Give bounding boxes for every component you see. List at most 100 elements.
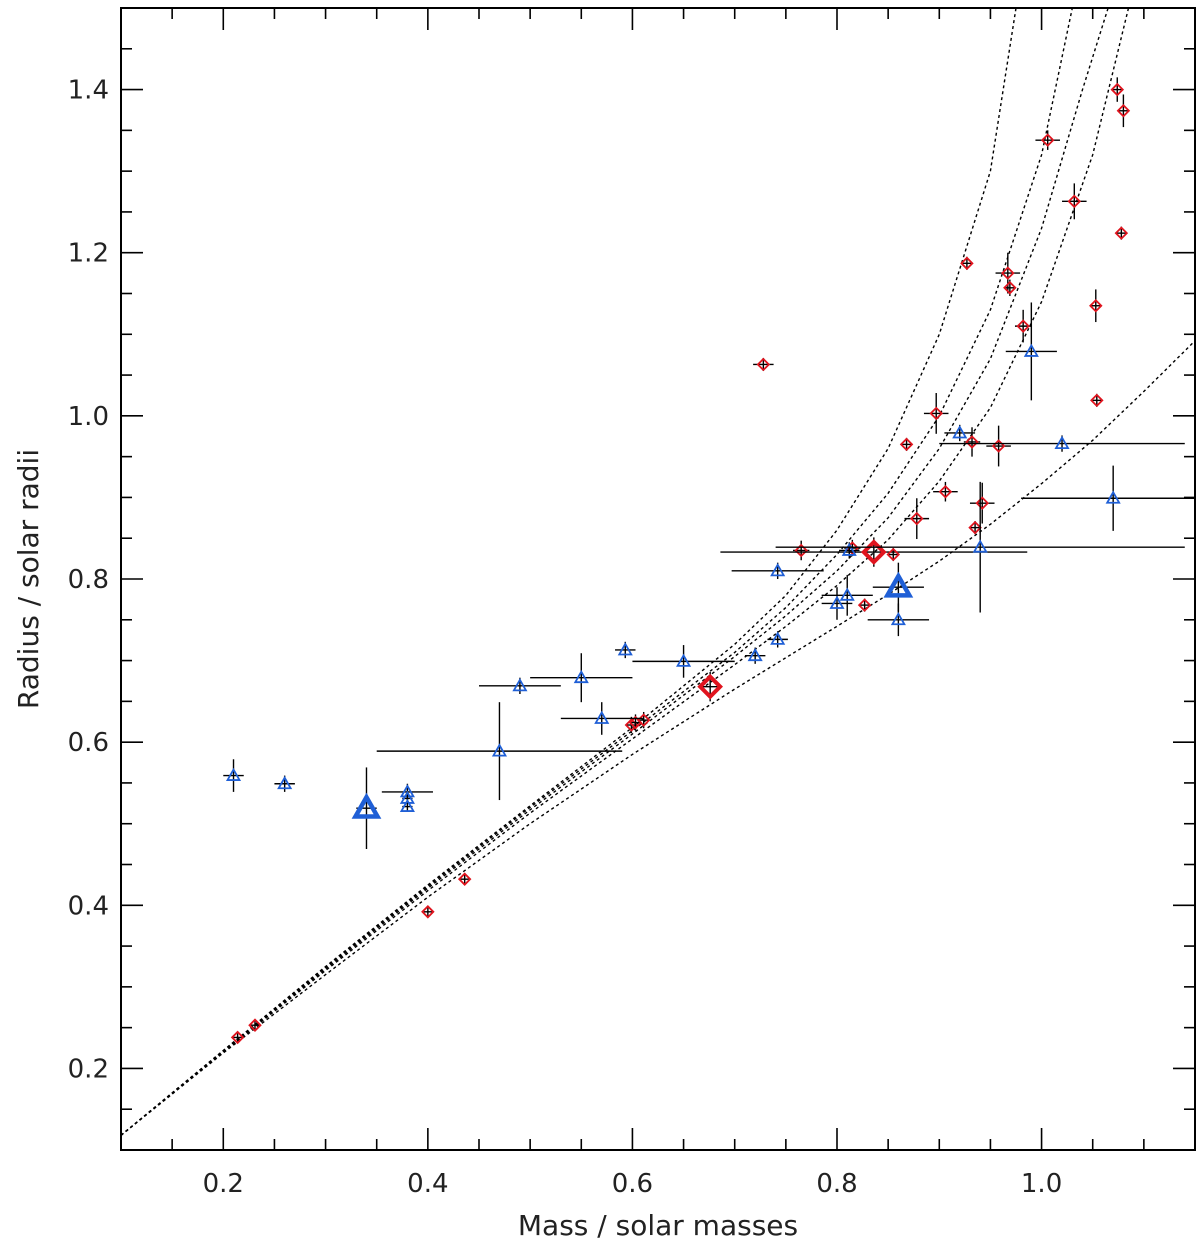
triangle-point — [767, 631, 788, 648]
diamond-point — [995, 252, 1021, 294]
diamond-point — [1062, 183, 1087, 220]
diamond-point — [793, 540, 810, 561]
diamond-point — [1035, 130, 1060, 150]
diamond-marker — [857, 598, 872, 612]
x-tick-label: 0.8 — [816, 1169, 857, 1199]
triangle-marker — [890, 611, 906, 626]
diamond-point — [933, 481, 958, 502]
triangle-point — [399, 798, 415, 812]
x-axis-label: Mass / solar masses — [518, 1209, 798, 1242]
diamond-point — [248, 1018, 262, 1032]
diamond-marker — [899, 437, 914, 452]
x-tick-label: 0.4 — [407, 1169, 448, 1199]
triangle-point — [615, 641, 636, 659]
triangle-marker — [676, 653, 692, 667]
triangle-marker — [512, 678, 528, 692]
diamond-marker — [860, 539, 887, 565]
diamond-point — [628, 714, 643, 731]
triangle-marker — [952, 425, 968, 439]
triangle-point — [939, 435, 1185, 452]
diamond-point — [960, 256, 974, 271]
triangle-point — [744, 647, 766, 664]
diamond-marker — [1001, 266, 1015, 280]
triangle-point — [867, 603, 930, 637]
triangle-point — [731, 562, 824, 579]
diamond-point — [923, 393, 949, 434]
triangle-marker — [839, 587, 855, 601]
triangle-marker — [594, 710, 610, 724]
diamond-point — [421, 905, 435, 919]
diamond-marker — [975, 496, 990, 510]
triangle-point — [1021, 465, 1195, 531]
diamond-marker — [1090, 393, 1104, 408]
model-curve-1 — [121, 8, 1017, 1136]
diamond-marker — [929, 406, 943, 421]
triangle-marker — [277, 775, 293, 790]
diamond-marker — [421, 905, 435, 919]
diamond-point — [899, 437, 914, 452]
y-axis-label: Radius / solar radii — [12, 449, 45, 709]
triangle-point — [351, 767, 382, 850]
x-tick-label: 0.2 — [203, 1169, 244, 1199]
diamond-marker — [1089, 298, 1103, 313]
diamond-point — [697, 671, 723, 702]
triangle-point — [944, 424, 976, 442]
triangle-point — [274, 775, 295, 792]
diamond-marker — [1067, 194, 1082, 209]
data-points — [223, 77, 1195, 1045]
triangle-marker — [829, 595, 845, 609]
diamond-marker — [697, 673, 723, 700]
triangle-marker — [883, 571, 914, 598]
diamond-marker — [1003, 281, 1017, 295]
model-curves — [121, 8, 1195, 1136]
diamond-marker — [968, 520, 982, 535]
model-curve-5 — [121, 340, 1195, 1136]
triangle-point — [560, 702, 643, 735]
diamond-marker — [628, 715, 643, 730]
diamond-point — [886, 547, 901, 562]
diamond-marker — [965, 435, 979, 449]
y-tick-label: 0.6 — [68, 728, 109, 758]
y-tick-label: 0.4 — [68, 891, 109, 921]
triangle-marker — [972, 539, 988, 553]
diamond-marker — [886, 547, 901, 562]
diamond-marker — [1116, 104, 1131, 118]
triangle-marker — [617, 642, 633, 656]
y-tick-label: 1.4 — [68, 76, 109, 106]
triangle-point — [479, 677, 561, 695]
diamond-point — [1089, 289, 1103, 323]
diamond-marker — [230, 1030, 245, 1045]
diamond-point — [753, 357, 774, 372]
diamond-point — [457, 872, 472, 886]
diamond-marker — [457, 872, 472, 886]
y-tick-label: 0.8 — [68, 565, 109, 595]
triangle-marker — [770, 563, 786, 577]
diamond-marker — [1114, 226, 1129, 240]
triangle-point — [632, 645, 735, 678]
diamond-point — [1114, 226, 1129, 240]
triangle-marker — [841, 542, 857, 556]
triangle-point — [1005, 302, 1057, 401]
triangle-marker — [351, 792, 382, 819]
y-tick-label: 1.0 — [68, 402, 109, 432]
triangle-point — [821, 574, 873, 616]
diamond-point — [968, 520, 982, 535]
triangle-marker — [225, 767, 242, 781]
x-tick-label: 1.0 — [1021, 1169, 1062, 1199]
diamond-marker — [248, 1018, 262, 1032]
diamond-point — [904, 498, 930, 540]
diamond-point — [1014, 309, 1032, 343]
triangle-marker — [573, 669, 589, 684]
diamond-marker — [794, 543, 808, 558]
diamond-point — [857, 598, 872, 612]
triangle-marker — [770, 631, 786, 645]
diamond-marker — [910, 511, 924, 526]
triangle-marker — [1105, 490, 1121, 504]
diamond-point — [1090, 393, 1104, 408]
y-tick-label: 0.2 — [68, 1054, 109, 1084]
diamond-point — [986, 425, 1011, 467]
diamond-point — [1003, 279, 1017, 296]
triangle-point — [839, 542, 860, 559]
diamond-marker — [960, 256, 974, 271]
